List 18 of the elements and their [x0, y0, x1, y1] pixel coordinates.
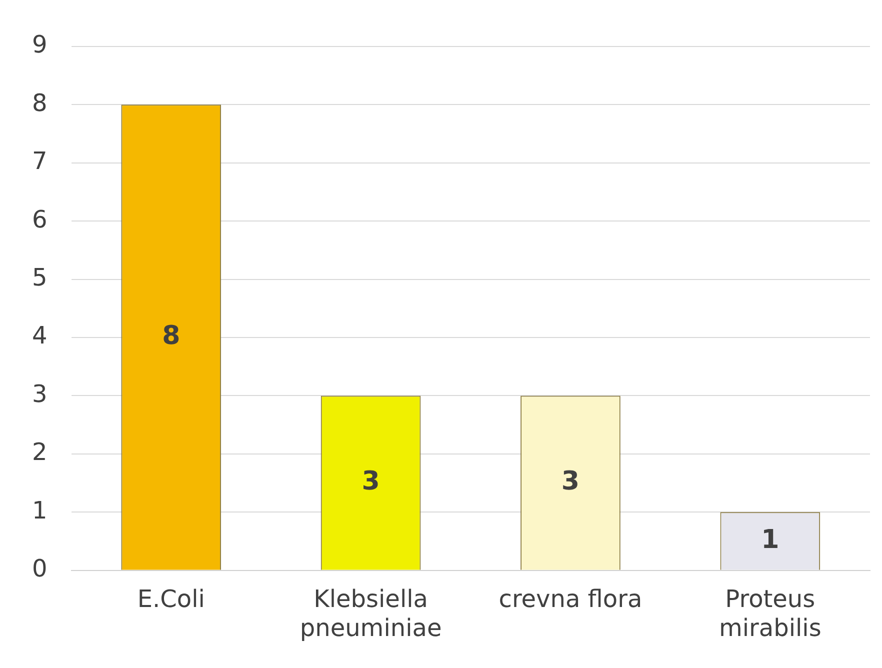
y-tick-label: 4 [32, 322, 48, 350]
y-tick-label: 3 [32, 380, 48, 408]
y-tick-label: 9 [32, 30, 48, 59]
x-tick-label: crevna flora [498, 585, 642, 614]
y-tick-label: 0 [32, 554, 48, 583]
data-label: 8 [162, 321, 180, 352]
y-tick-label: 6 [32, 205, 48, 234]
data-label: 1 [761, 524, 780, 555]
y-tick-label: 8 [32, 88, 48, 117]
data-label: 3 [362, 466, 380, 497]
y-tick-label: 1 [32, 496, 48, 524]
x-tick-label: Klebsiella pneuminiae [300, 585, 442, 642]
y-tick-label: 7 [32, 147, 48, 176]
data-label: 3 [561, 466, 580, 497]
y-tick-label: 2 [32, 438, 48, 466]
x-tick-label: Proteus mirabilis [718, 585, 822, 642]
y-tick-label: 5 [32, 264, 48, 292]
x-tick-label: E.Coli [137, 585, 205, 614]
